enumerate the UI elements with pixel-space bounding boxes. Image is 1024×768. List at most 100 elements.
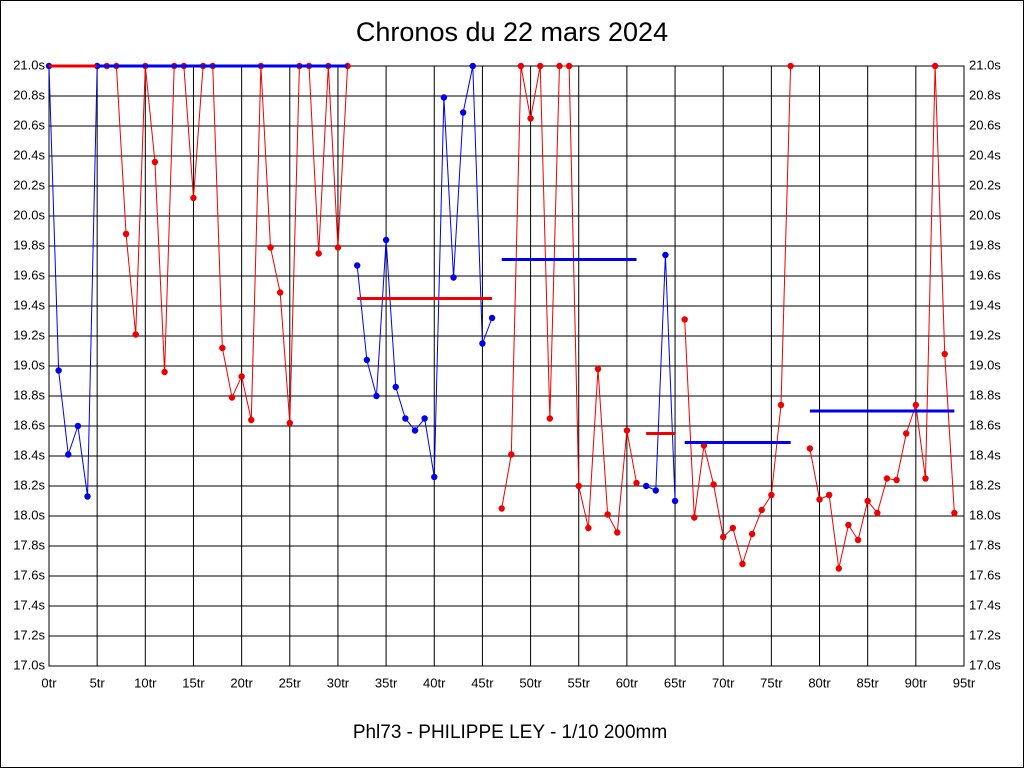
lap-point bbox=[527, 115, 534, 122]
y2-tick-label: 19.6s bbox=[969, 267, 1001, 282]
x-tick-label: 30tr bbox=[327, 675, 350, 690]
lap-line bbox=[645, 254, 676, 502]
x-tick-label: 80tr bbox=[808, 675, 831, 690]
lap-point bbox=[190, 194, 197, 202]
lap-point bbox=[585, 524, 592, 532]
lap-point bbox=[459, 109, 467, 116]
lap-point bbox=[652, 487, 659, 494]
lap-point bbox=[373, 392, 380, 400]
lap-point bbox=[575, 482, 582, 490]
lap-point bbox=[845, 521, 852, 529]
lap-point bbox=[681, 316, 688, 323]
lap-point bbox=[623, 427, 631, 434]
y-tick-label: 17.0s bbox=[13, 657, 45, 672]
y2-tick-label: 19.4s bbox=[969, 297, 1001, 312]
lap-point bbox=[883, 475, 891, 482]
lap-point bbox=[488, 314, 496, 322]
x-tick-label: 15tr bbox=[182, 675, 205, 690]
lap-point bbox=[411, 427, 419, 434]
lap-point bbox=[633, 479, 640, 487]
y2-tick-label: 21.0s bbox=[969, 57, 1001, 72]
lap-point bbox=[402, 415, 409, 422]
y2-tick-label: 20.6s bbox=[969, 117, 1001, 132]
y-tick-label: 20.0s bbox=[13, 207, 45, 222]
lap-point bbox=[498, 505, 505, 512]
lap-point bbox=[903, 430, 910, 437]
lap-point bbox=[469, 62, 476, 70]
lap-point bbox=[816, 496, 823, 503]
lap-point bbox=[758, 506, 765, 514]
lap-point bbox=[267, 244, 274, 251]
y-tick-label: 18.2s bbox=[13, 477, 45, 492]
lap-point bbox=[440, 94, 448, 101]
x-tick-label: 20tr bbox=[230, 675, 253, 690]
lap-point bbox=[710, 481, 717, 488]
x-tick-label: 10tr bbox=[134, 675, 157, 690]
x-tick-label: 25tr bbox=[279, 675, 302, 690]
x-tick-label: 75tr bbox=[760, 675, 783, 690]
y2-tick-label: 17.4s bbox=[969, 597, 1001, 612]
y-tick-label: 18.8s bbox=[13, 387, 45, 402]
lap-point bbox=[729, 524, 737, 532]
lap-point bbox=[739, 560, 746, 568]
y-tick-label: 20.6s bbox=[13, 117, 45, 132]
lap-point bbox=[874, 509, 881, 517]
x-tick-label: 0tr bbox=[41, 675, 57, 690]
lap-point bbox=[748, 530, 756, 538]
y2-tick-label: 17.0s bbox=[969, 657, 1001, 672]
lap-point bbox=[517, 62, 525, 70]
x-tick-label: 45tr bbox=[471, 675, 494, 690]
lap-point bbox=[594, 365, 602, 373]
lap-point bbox=[354, 262, 361, 269]
y-tick-label: 17.2s bbox=[13, 627, 45, 642]
y-tick-label: 20.4s bbox=[13, 147, 45, 162]
chart-title: Chronos du 22 mars 2024 bbox=[356, 17, 668, 47]
lap-point bbox=[382, 236, 390, 244]
y2-tick-label: 19.2s bbox=[969, 327, 1001, 342]
lap-point bbox=[537, 62, 544, 70]
y2-tick-label: 20.2s bbox=[969, 177, 1001, 192]
lap-point bbox=[479, 340, 486, 347]
lap-point bbox=[55, 367, 62, 374]
y-tick-label: 18.0s bbox=[13, 507, 45, 522]
lap-point bbox=[334, 244, 342, 251]
y2-tick-label: 20.4s bbox=[969, 147, 1001, 162]
lap-point bbox=[122, 230, 130, 238]
lap-point bbox=[806, 445, 814, 452]
y-tick-label: 19.0s bbox=[13, 357, 45, 372]
lap-point bbox=[864, 497, 871, 505]
x-tick-label: 5tr bbox=[90, 675, 106, 690]
lap-point bbox=[614, 529, 621, 536]
y2-tick-label: 19.0s bbox=[969, 357, 1001, 372]
lap-point bbox=[450, 274, 457, 281]
lap-point bbox=[248, 416, 255, 424]
x-tick-label: 95tr bbox=[953, 675, 976, 690]
lap-point bbox=[720, 533, 727, 541]
lap-point bbox=[777, 401, 785, 409]
lap-point bbox=[556, 62, 563, 70]
lap-point bbox=[546, 415, 554, 422]
lap-point bbox=[286, 419, 293, 427]
x-tick-label: 40tr bbox=[423, 675, 446, 690]
y-tick-label: 19.8s bbox=[13, 237, 45, 252]
y2-tick-label: 18.6s bbox=[969, 417, 1001, 432]
lap-point bbox=[691, 514, 698, 521]
lap-point bbox=[392, 383, 399, 391]
lap-point bbox=[363, 356, 371, 364]
x-tick-label: 70tr bbox=[712, 675, 735, 690]
lap-point bbox=[662, 251, 669, 259]
lap-point bbox=[642, 482, 650, 490]
y-tick-label: 18.4s bbox=[13, 447, 45, 462]
lap-point bbox=[565, 62, 573, 70]
lap-point bbox=[893, 476, 900, 484]
y-tick-label: 21.0s bbox=[13, 57, 45, 72]
lap-point bbox=[151, 158, 159, 166]
x-tick-label: 35tr bbox=[375, 675, 398, 690]
lap-point bbox=[922, 475, 929, 482]
lap-point bbox=[835, 565, 842, 572]
lap-point bbox=[854, 536, 862, 544]
y2-tick-label: 20.0s bbox=[969, 207, 1001, 222]
lap-point bbox=[941, 350, 948, 358]
x-tick-label: 50tr bbox=[519, 675, 542, 690]
y2-tick-label: 17.2s bbox=[969, 627, 1001, 642]
